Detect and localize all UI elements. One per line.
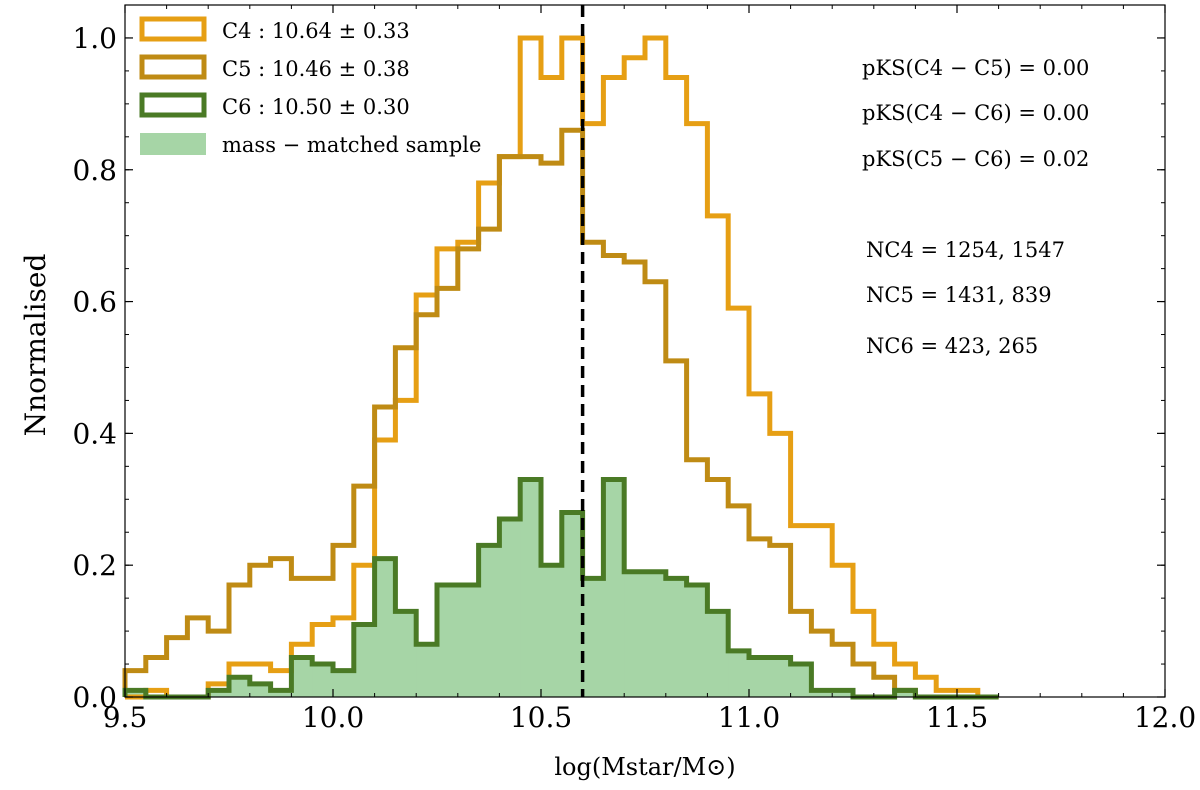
filled-bar	[333, 670, 355, 697]
legend-swatch-step	[139, 54, 207, 80]
legend-label: C6 : 10.50 ± 0.30	[222, 95, 410, 119]
y-tick-label: 0.8	[72, 154, 117, 187]
x-axis-title: log(Mstar/M⊙)	[554, 753, 735, 781]
y-tick-label: 1.0	[72, 22, 117, 55]
y-tick-label: 0.4	[72, 417, 117, 450]
filled-bar	[125, 690, 147, 697]
x-tick-label: 10.5	[510, 701, 572, 734]
filled-bar	[541, 565, 563, 697]
filled-bar	[499, 519, 521, 697]
annotation-text: pKS(C5 − C6) = 0.02	[862, 147, 1089, 171]
filled-bar	[520, 479, 542, 697]
filled-bar	[395, 611, 417, 697]
filled-bar	[312, 664, 334, 697]
filled-bar	[229, 677, 251, 697]
y-tick-label: 0.2	[72, 549, 117, 582]
legend-swatch-step	[139, 92, 207, 118]
legend-label: C4 : 10.64 ± 0.33	[222, 19, 410, 43]
filled-bar	[749, 657, 771, 697]
annotation-text: pKS(C4 − C6) = 0.00	[862, 101, 1089, 125]
filled-bar	[270, 690, 292, 697]
filled-bar	[437, 584, 459, 697]
filled-bar	[353, 624, 376, 697]
filled-bar	[208, 690, 230, 697]
filled-bar	[686, 584, 708, 697]
filled-bar	[561, 512, 584, 697]
filled-bar	[416, 644, 438, 697]
legend-swatch-step	[139, 16, 207, 42]
legend-swatch-filled	[140, 133, 206, 155]
filled-bar	[645, 571, 667, 697]
step-series-line	[122, 127, 999, 700]
filled-bar	[832, 690, 854, 697]
filled-bar	[603, 479, 625, 697]
filled-bar	[728, 650, 750, 697]
filled-bar	[769, 657, 792, 697]
axis-ticks	[124, 4, 1166, 698]
filled-bar	[249, 683, 272, 697]
x-tick-label: 9.5	[103, 701, 148, 734]
annotation-text: NC6 = 423, 265	[866, 334, 1038, 358]
y-tick-label: 0.6	[72, 286, 117, 319]
annotation-text: NC5 = 1431, 839	[866, 283, 1052, 307]
legend: C4 : 10.64 ± 0.33 C5 : 10.46 ± 0.38 C6 : 1…	[139, 16, 481, 157]
annotation-text: pKS(C4 − C5) = 0.00	[862, 56, 1089, 80]
legend-label: mass − matched sample	[222, 133, 481, 157]
filled-bar	[707, 611, 729, 697]
filled-bar	[811, 690, 833, 697]
legend-label: C5 : 10.46 ± 0.38	[222, 57, 410, 81]
filled-series-layer	[125, 479, 916, 697]
annotations: pKS(C4 − C5) = 0.00 pKS(C4 − C6) = 0.00 pK…	[862, 56, 1089, 358]
filled-bar	[624, 571, 646, 697]
step-series-layer	[122, 35, 999, 700]
filled-bar	[582, 578, 604, 697]
x-tick-label: 11.0	[718, 701, 780, 734]
filled-bar	[894, 690, 916, 697]
filled-bar	[291, 657, 313, 697]
annotation-text: NC4 = 1254, 1547	[866, 238, 1065, 262]
filled-bar	[665, 578, 688, 697]
x-tick-label: 12.0	[1134, 701, 1196, 734]
filled-bar	[457, 584, 480, 697]
x-tick-label: 10.0	[302, 701, 364, 734]
filled-bar	[790, 664, 812, 697]
axis-tick-labels: 9.5 10.0 10.5 11.0 11.5 12.0 0.0 0.2 0.4 0.6 0.8 1.…	[72, 22, 1196, 734]
y-tick-label: 0.0	[72, 681, 117, 714]
x-tick-label: 11.5	[926, 701, 988, 734]
plot-frame	[124, 4, 1166, 698]
filled-bar	[478, 545, 500, 697]
step-series-line	[122, 477, 999, 700]
y-axis-title: Nnormalised	[19, 254, 52, 437]
filled-bar	[374, 558, 396, 697]
